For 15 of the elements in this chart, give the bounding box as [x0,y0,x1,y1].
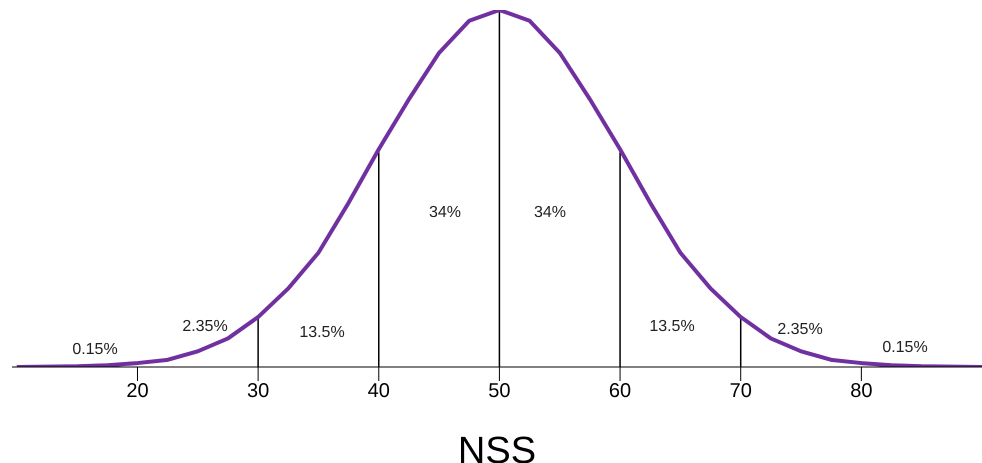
x-tick-label: 70 [730,380,752,402]
annotation: 0.15% [72,341,118,359]
annotation: 13.5% [649,318,695,336]
annotation: 2.35% [182,318,228,336]
annotation: 13.5% [299,324,345,342]
annotation: 0.15% [882,339,928,357]
x-tick-label: 60 [608,380,632,402]
annotation: 34% [428,204,462,222]
annotation: 34% [534,204,566,222]
x-tick-label: 40 [368,380,390,402]
annotation: 2.35% [777,321,823,339]
x-tick-label: 30 [246,380,270,402]
x-tick-label: 80 [850,380,872,402]
x-tick-label: 20 [126,380,149,402]
x-tick-label: 50 [488,380,511,402]
